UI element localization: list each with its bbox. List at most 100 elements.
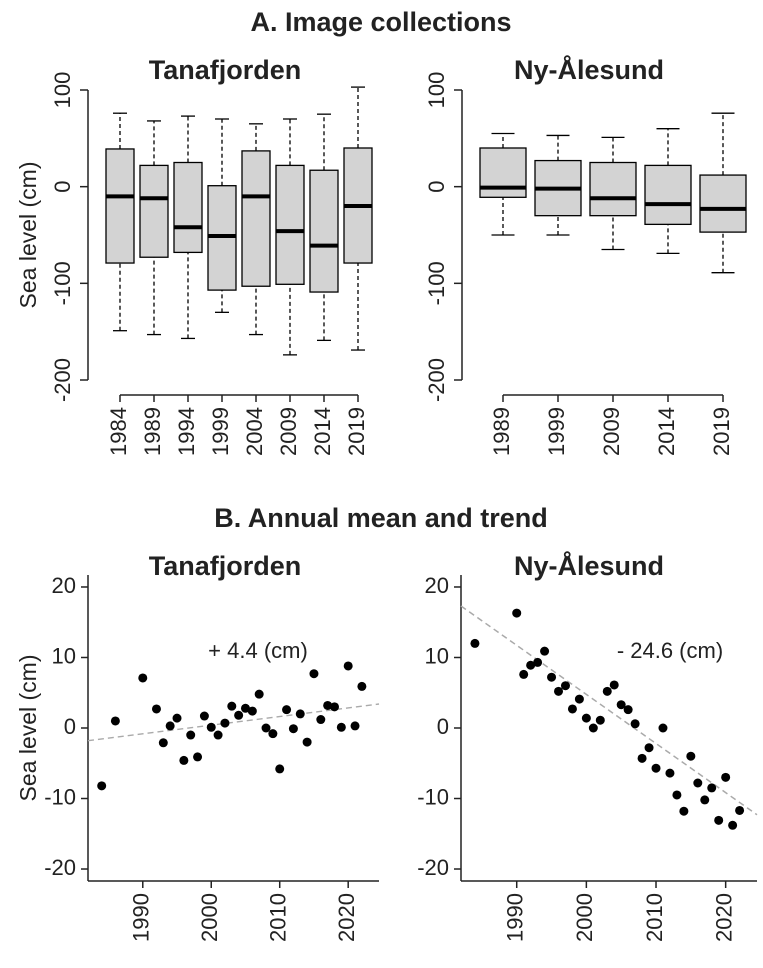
x-tick-label: 2009 <box>599 407 624 456</box>
x-tick-label: 2020 <box>334 893 359 942</box>
y-tick-label: 0 <box>424 181 449 193</box>
x-tick-label: 2004 <box>242 407 267 456</box>
point <box>686 751 696 761</box>
point <box>707 783 717 793</box>
x-tick-label: 2009 <box>276 407 301 456</box>
x-tick-label: 2019 <box>344 407 369 456</box>
point <box>323 700 333 710</box>
y-tick-label: -100 <box>424 261 449 305</box>
point <box>519 669 529 679</box>
y-tick-label: 10 <box>425 643 449 668</box>
section-title: B. Annual mean and trend <box>214 503 548 533</box>
y-tick-label: 0 <box>50 181 75 193</box>
point <box>247 706 257 716</box>
point <box>567 704 577 714</box>
point <box>616 700 626 710</box>
box <box>173 161 203 254</box>
y-tick-label: -10 <box>417 784 449 809</box>
panel-title: Ny-Ålesund <box>514 550 664 581</box>
y-tick-label: 0 <box>437 714 449 739</box>
x-tick-label: 2010 <box>266 893 291 942</box>
point <box>526 660 536 670</box>
point <box>172 713 182 723</box>
y-tick-label: -200 <box>50 358 75 402</box>
box <box>479 147 527 198</box>
point <box>254 689 264 699</box>
point <box>158 738 168 748</box>
point <box>199 711 209 721</box>
point <box>714 815 724 825</box>
y-axis-label: Sea level (cm) <box>15 162 41 309</box>
y-tick-label: -200 <box>424 358 449 402</box>
box <box>644 164 692 226</box>
x-tick-label: 2020 <box>711 893 736 942</box>
point <box>574 694 584 704</box>
x-tick-label: 2019 <box>709 407 734 456</box>
y-tick-label: -20 <box>44 855 76 880</box>
box <box>139 164 169 258</box>
point <box>268 729 278 739</box>
point <box>679 806 689 816</box>
y-tick-label: 100 <box>50 72 75 109</box>
point <box>193 752 203 762</box>
x-tick-label: 2014 <box>654 407 679 456</box>
point <box>665 768 675 778</box>
point <box>554 686 564 696</box>
trend-line <box>460 605 758 816</box>
point <box>595 715 605 725</box>
point <box>261 723 271 733</box>
y-tick-label: 10 <box>52 643 76 668</box>
x-tick-label: 2014 <box>310 407 335 456</box>
point <box>540 646 550 656</box>
point <box>275 764 285 774</box>
point <box>220 718 230 728</box>
x-tick-label: 1990 <box>129 893 154 942</box>
x-tick-label: 1989 <box>140 407 165 456</box>
annotation: - 24.6 (cm) <box>617 638 723 663</box>
point <box>623 705 633 715</box>
box <box>275 164 305 285</box>
box <box>699 174 747 233</box>
box <box>241 150 271 287</box>
box <box>105 148 135 264</box>
point <box>234 710 244 720</box>
point <box>637 753 647 763</box>
point <box>240 703 250 713</box>
x-tick-label: 1994 <box>174 407 199 456</box>
x-tick-label: 1984 <box>106 407 131 456</box>
point <box>227 701 237 711</box>
point <box>282 705 292 715</box>
y-tick-label: -20 <box>417 855 449 880</box>
y-tick-label: 0 <box>64 714 76 739</box>
x-tick-label: 2010 <box>642 893 667 942</box>
point <box>302 737 312 747</box>
point <box>672 790 682 800</box>
point <box>97 781 107 791</box>
point <box>357 681 367 691</box>
panel-title: Tanafjorden <box>149 55 302 85</box>
point <box>644 743 654 753</box>
point <box>336 722 346 732</box>
box <box>309 169 339 293</box>
y-tick-label: 100 <box>424 72 449 109</box>
x-tick-label: 1989 <box>489 407 514 456</box>
panel-title: Ny-Ålesund <box>514 54 664 85</box>
point <box>609 680 619 690</box>
point <box>165 721 175 731</box>
point <box>630 719 640 729</box>
y-axis-label: Sea level (cm) <box>15 655 41 802</box>
x-tick-label: 1990 <box>503 893 528 942</box>
point <box>343 661 353 671</box>
y-tick-label: -100 <box>50 261 75 305</box>
x-tick-label: 1999 <box>208 407 233 456</box>
annotation: + 4.4 (cm) <box>208 638 308 663</box>
point <box>547 672 557 682</box>
point <box>470 638 480 648</box>
point <box>533 657 543 667</box>
point <box>309 669 319 679</box>
trend-line <box>87 703 380 742</box>
y-tick-label: 20 <box>52 573 76 598</box>
point <box>560 681 570 691</box>
y-tick-label: 20 <box>425 573 449 598</box>
